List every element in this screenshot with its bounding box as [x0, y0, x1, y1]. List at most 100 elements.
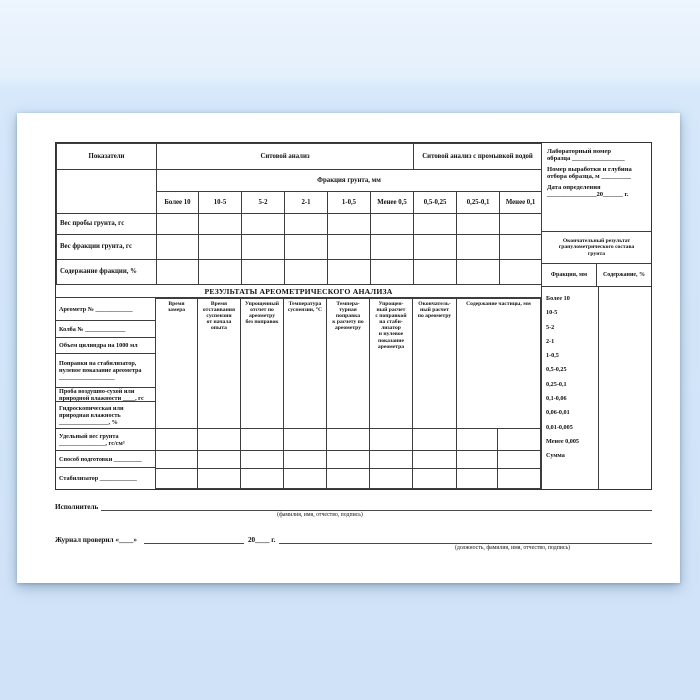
empty-cell	[239, 450, 284, 469]
label-stabilizer-correction: Поправки на стабилизатор, нулевое показа…	[56, 354, 155, 388]
row-label-fraction-content: Содержание фракции, %	[56, 259, 157, 285]
fraction-list-item: 10-5	[546, 309, 558, 317]
fraction-col-header: 0,25-0,1	[456, 191, 501, 214]
fraction-col-header: Менее 0,5	[369, 191, 415, 214]
content-col-title: Содержание, %	[596, 264, 651, 286]
label-sample-moisture: Проба воздушно-сухой или природной влажн…	[56, 388, 155, 402]
column-header-simplified-reading: Упрощенный отсчет по ареометру без попра…	[239, 298, 284, 429]
empty-cell	[327, 213, 371, 235]
empty-cell	[56, 169, 157, 214]
empty-cell	[154, 428, 198, 451]
empty-cell	[241, 259, 285, 285]
empty-cell	[239, 468, 284, 489]
pokazateli-header: Показатели	[56, 143, 157, 170]
fraction-col-title: Фракция, мм	[550, 272, 588, 278]
empty-cell	[284, 213, 328, 235]
empty-cell	[327, 259, 371, 285]
determination-date-line: Дата определения _______________20______…	[547, 183, 629, 199]
row-label-sample-weight: Вес пробы грунта, гс	[56, 213, 157, 235]
empty-cell	[196, 450, 241, 469]
empty-cell	[496, 428, 542, 451]
label-flask-no: Колба № _____________	[56, 321, 155, 338]
column-header-temperature: Температура суспензии, °С	[282, 298, 327, 429]
fraction-list-item: 1-0,5	[546, 352, 559, 360]
journal-checked-label: Журнал проверил «____»	[55, 536, 137, 544]
column-header-particle-content: Содержание частицы, мм	[455, 298, 542, 429]
fraction-list-item: 0,01-0,005	[546, 423, 573, 431]
document-page: Показатели Ситовой анализ Ситовой анализ…	[17, 113, 680, 583]
empty-cell	[241, 234, 285, 260]
borehole-depth-line: Номер выработки и глубина отбора образца…	[547, 165, 632, 181]
row-label-fraction-weight: Вес фракции грунта, гс	[56, 234, 157, 260]
empty-cell	[154, 450, 198, 469]
empty-cell	[282, 450, 327, 469]
empty-cell	[496, 450, 542, 469]
executor-signature-line	[101, 501, 652, 511]
fraction-col-header: 2-1	[284, 191, 328, 214]
fraction-list-item: Менее 0,005	[546, 437, 580, 445]
journal-date-line	[143, 534, 244, 544]
aerometric-results-title: РЕЗУЛЬТАТЫ АРЕОМЕТРИЧЕСКОГО АНАЛИЗА	[56, 285, 541, 298]
empty-cell	[284, 234, 328, 260]
final-result-header: Окончательный результат гранулометрическ…	[542, 231, 651, 263]
sieve-analysis-table: Показатели Ситовой анализ Ситовой анализ…	[56, 143, 543, 285]
journal-caption: (должность, фамилия, имя, отчество, подп…	[454, 545, 571, 551]
journal-signature-line	[278, 534, 652, 544]
empty-cell	[198, 234, 242, 260]
empty-cell	[284, 259, 328, 285]
empty-cell	[368, 468, 413, 489]
fraction-list-item: 0,25-0,1	[546, 380, 567, 388]
fraction-list-item: Более 10	[546, 295, 570, 302]
empty-cell	[411, 428, 457, 451]
empty-cell	[156, 259, 199, 285]
label-hygroscopic-moisture: Гидроскопическая или природная влажность…	[56, 402, 155, 429]
fraction-col-header: 10-5	[198, 191, 242, 214]
empty-cell	[413, 234, 458, 260]
empty-cell	[196, 468, 241, 489]
fraction-list: Более 10 10-5 5-2 2-1 1-0,5 0,5-0,25 0,2…	[542, 287, 598, 489]
empty-cell	[154, 468, 198, 489]
empty-cell	[496, 468, 542, 489]
empty-cell	[456, 234, 501, 260]
form-footer: Исполнитель (фамилия, имя, отчество, под…	[55, 501, 652, 551]
label-areometer-no: Ареометр № ____________	[56, 298, 155, 321]
empty-cell	[156, 234, 199, 260]
empty-cell	[282, 428, 327, 451]
column-header-time: Время замера	[154, 298, 198, 429]
column-header-simplified-calc: Упрощен- ный расчет с поправкой на стаби…	[368, 298, 413, 429]
empty-cell	[325, 428, 370, 451]
fraction-title-header: Фракция грунта, мм	[155, 169, 543, 192]
empty-cell	[413, 213, 458, 235]
empty-cell	[413, 259, 458, 285]
aerometric-section: Ареометр № ____________ Колба № ________…	[56, 298, 542, 489]
empty-cell	[455, 450, 498, 469]
fraction-col-header: Менее 0,1	[499, 191, 543, 214]
form-right-panel: Лабораторный номер образца _____________…	[541, 143, 651, 489]
label-specific-weight: Удельный вес грунта _______________, гс/…	[56, 429, 155, 451]
lab-form-table: Показатели Ситовой анализ Ситовой анализ…	[55, 142, 652, 490]
empty-cell	[241, 213, 285, 235]
empty-cell	[325, 450, 370, 469]
empty-cell	[368, 428, 413, 451]
aerometric-data-grid: Время замера Время отстаивания суспензии…	[154, 298, 542, 489]
label-cylinder-volume: Объем цилиндра на 1000 мл	[56, 338, 155, 354]
fraction-list-item: 0,1-0,06	[546, 395, 567, 403]
column-header-final-calc: Окончатель- ный расчет по ареометру	[411, 298, 457, 429]
sieve-wash-header: Ситовой анализ с промывкой водой	[413, 143, 543, 170]
fraction-list-item: 0,5-0,25	[546, 366, 567, 374]
journal-line: Журнал проверил «____» 20____ г.	[55, 534, 652, 544]
sample-info-cell: Лабораторный номер образца _____________…	[542, 143, 651, 231]
column-header-settling-time: Время отстаивания суспензии от начала оп…	[196, 298, 241, 429]
executor-caption: (фамилия, имя, отчество, подпись)	[277, 512, 363, 518]
column-header-temp-correction: Темпера- турная поправка к расчету по ар…	[325, 298, 370, 429]
empty-cell	[282, 468, 327, 489]
label-stabilizer: Стабилизатор ____________	[59, 474, 137, 482]
label-preparation-method: Способ подготовки _________	[56, 451, 155, 468]
empty-cell	[156, 213, 199, 235]
fraction-list-item: 5-2	[546, 323, 555, 331]
sieve-analysis-header: Ситовой анализ	[155, 143, 415, 170]
fraction-col-header: 1-0,5	[327, 191, 371, 214]
empty-cell	[455, 468, 498, 489]
journal-year-label: 20____ г.	[247, 536, 276, 544]
